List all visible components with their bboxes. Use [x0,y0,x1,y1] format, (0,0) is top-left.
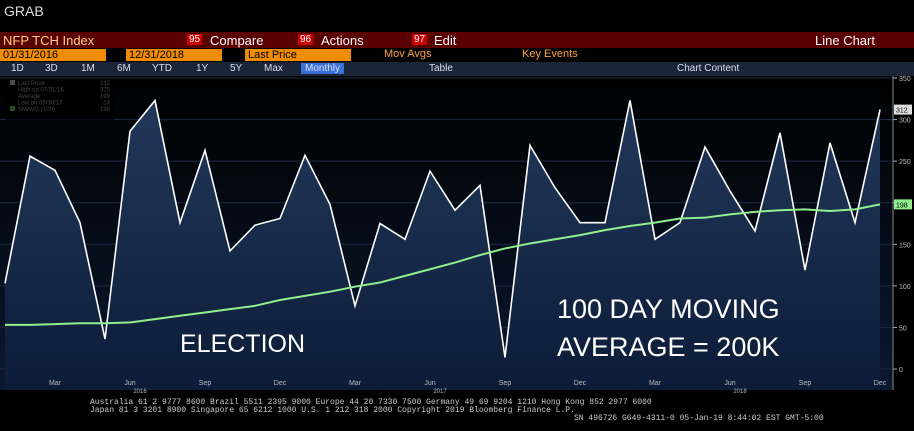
range[interactable]: 6M [117,63,131,74]
x-tick-label: Jun [124,380,135,387]
y-tick-label: 150 [899,242,911,249]
y-tick-label: 100 [899,284,911,291]
range[interactable]: YTD [152,63,172,74]
menu[interactable]: Compare [210,33,264,48]
x-tick-label: Mar [649,380,662,387]
period[interactable]: Monthly [301,63,345,74]
x-year-label: 2016 [133,389,147,395]
x-tick-label: Mar [349,380,362,387]
start-date[interactable]: 01/31/2016 [0,49,106,61]
toolbar: NFP TCH Index 95 Compare 96 Actions 97 E… [0,32,914,48]
x-tick-label: Sep [199,380,212,387]
x-year-label: 2017 [433,389,447,395]
range[interactable]: 1Y [196,63,209,74]
window-title: GRAB [4,3,44,19]
x-tick-label: Jun [424,380,435,387]
last-tag [894,104,912,115]
end-date[interactable]: 12/31/2018 [126,49,222,61]
chart-content[interactable]: Chart Content [677,63,740,74]
line [4,98,881,358]
mov-avgs[interactable]: Mov Avgs [384,48,432,60]
x-tick-label: Dec [274,380,287,387]
x-tick-label: Mar [49,380,62,387]
footer: SN 496726 G649-4311-0 05-Jan-19 8:44:02 … [574,414,824,423]
legend-bg [6,79,114,121]
x-tick-label: Sep [799,380,812,387]
annotation: ELECTION [180,330,305,358]
y-tick-label: 50 [899,325,907,332]
last-tag [894,199,912,210]
x-tick-label: Sep [499,380,512,387]
table[interactable]: Table [429,63,453,74]
y-tick-label: 350 [899,76,911,83]
range[interactable]: 1D [11,63,24,74]
x-tick-label: Jun [724,380,735,387]
annotation: 100 DAY MOVING [557,294,780,324]
range[interactable]: 3D [45,63,58,74]
code: 96 [298,34,314,45]
y-tick-label: 250 [899,159,911,166]
footer: Japan 81 3 3201 8900 Singapore 65 6212 1… [90,406,575,415]
range-bar: 1D 3D 1M 6M YTD 1Y 5Y Max Monthly Table … [0,62,914,76]
chart: 050100150200250300350MarJun2016SepDecMar… [0,76,912,395]
range[interactable]: 1M [81,63,95,74]
ticker[interactable]: NFP TCH Index [3,33,95,48]
y-tick-label: 300 [899,118,911,125]
menu[interactable]: Actions [321,33,364,48]
range[interactable]: 5Y [230,63,243,74]
code: 95 [187,34,203,45]
key-events[interactable]: Key Events [522,48,578,60]
area [5,100,880,390]
last-tag-label: 198 [896,202,908,209]
range[interactable]: Max [264,63,283,74]
annotation: AVERAGE = 200K [557,332,779,362]
x-year-label: 2018 [733,389,747,395]
code: 97 [412,34,428,45]
field[interactable]: Last Price [245,49,351,61]
controls: 01/31/2016 12/31/2018 Last Price Mov Avg… [0,48,914,62]
last-tag-label: 312 [896,108,908,115]
x-tick-label: Dec [574,380,587,387]
menu[interactable]: Edit [434,33,457,48]
footer: Australia 61 2 9777 8600 Brazil 5511 239… [90,398,652,407]
y-tick-label: 0 [899,367,903,374]
line [5,203,881,326]
view[interactable]: Line Chart [815,33,875,48]
x-tick-label: Dec [874,380,887,387]
